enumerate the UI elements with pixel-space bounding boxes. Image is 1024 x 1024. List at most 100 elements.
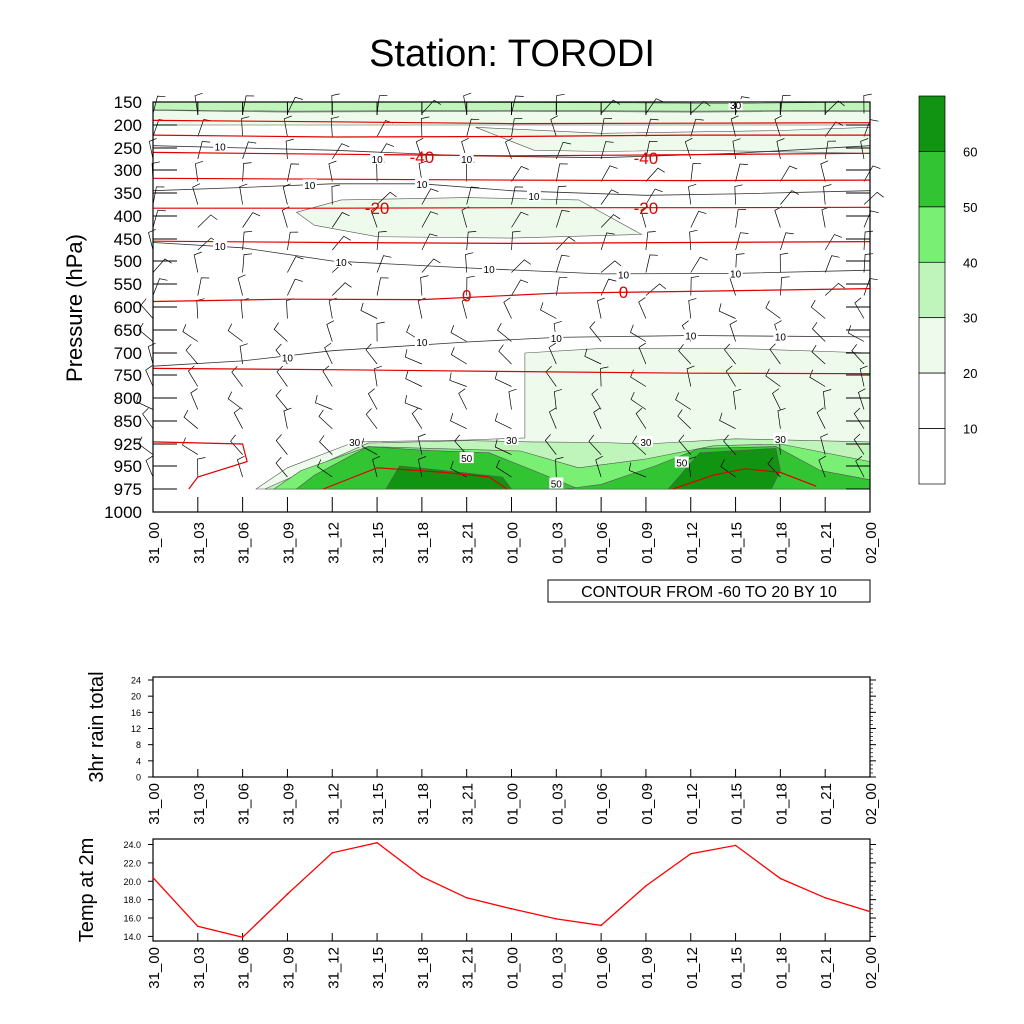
wind-barb — [765, 368, 781, 387]
x-tick-label: 01_03 — [549, 783, 566, 825]
wind-barb — [372, 455, 381, 478]
wind-barb — [690, 210, 707, 228]
contour-label-bg — [414, 336, 429, 347]
wind-barb — [628, 462, 647, 478]
rain-frame — [152, 676, 871, 778]
wind-barb — [824, 234, 842, 251]
wind-barb — [779, 252, 789, 273]
contour-info-text: CONTOUR FROM -60 TO 20 BY 10 — [581, 584, 837, 601]
pressure-tick-label: 400 — [114, 207, 142, 226]
x-tick-label: 01_12 — [684, 783, 701, 825]
wind-barb — [148, 138, 157, 160]
wind-barb — [466, 186, 480, 205]
pressure-tick-label: 975 — [114, 480, 142, 499]
x-tick-label: 31_21 — [460, 947, 477, 989]
wind-barb — [241, 116, 250, 137]
wind-barb — [769, 343, 781, 365]
wind-barb — [630, 391, 647, 410]
x-tick-label: 31_15 — [370, 947, 387, 989]
wind-barb — [548, 407, 557, 429]
pressure-tick-label: 350 — [114, 184, 142, 203]
x-tick-label: 01_15 — [729, 783, 746, 825]
contour-info-box — [547, 579, 871, 603]
humidity-isoline — [152, 145, 871, 159]
x-tick-label: 01_00 — [505, 947, 522, 989]
wind-barb — [138, 322, 154, 342]
colorbar-label: 10 — [963, 422, 977, 437]
contour-label-bg — [773, 432, 788, 444]
wind-barb — [725, 365, 736, 387]
humidity-contour-label: 10 — [618, 270, 630, 281]
contour-label-bg — [504, 434, 519, 445]
temperature-panel: 14.0 16.0 18.0 20.0 22.0 24.0 31_00 31_03 31_06 3… — [76, 838, 880, 989]
wind-barb — [555, 210, 570, 228]
wind-barb — [811, 322, 826, 342]
x-tick-label: 01_06 — [594, 947, 611, 989]
wind-barb — [688, 183, 697, 205]
x-tick-label: 31_12 — [325, 783, 342, 825]
wind-barb — [635, 407, 647, 429]
wind-barb — [690, 275, 700, 296]
wind-barb — [777, 408, 786, 429]
x-tick-label: 02_00 — [863, 947, 880, 989]
wind-barb — [820, 160, 829, 182]
wind-barb — [242, 230, 253, 251]
time-tick-label: 31_12 — [325, 522, 342, 564]
wind-barb — [723, 434, 736, 455]
contour-label-bg — [459, 153, 474, 164]
colorbar-label: 20 — [963, 366, 977, 381]
wind-barb — [600, 260, 622, 273]
wind-barb — [242, 253, 253, 273]
colorbar-box — [918, 372, 946, 429]
contour-label-bg — [213, 240, 228, 251]
wind-barb — [511, 95, 524, 114]
wind-barb — [283, 115, 292, 137]
y-tick-label: 20.0 — [123, 877, 141, 887]
wind-barb — [774, 115, 783, 137]
wind-barb — [638, 297, 647, 319]
wind-barb — [466, 231, 477, 251]
wind-barb — [555, 254, 570, 273]
wind-barb — [847, 325, 865, 342]
wind-barb — [675, 392, 691, 410]
wind-barb — [824, 282, 846, 296]
pressure-tick-label: 500 — [114, 252, 142, 271]
wind-barb — [820, 433, 829, 455]
time-tick-label: 01_03 — [549, 522, 566, 564]
wind-barb — [811, 344, 826, 365]
wind-barb — [286, 298, 295, 319]
x-tick-label: 31_06 — [236, 783, 253, 825]
wind-barb — [718, 303, 736, 319]
wind-barb — [185, 343, 199, 365]
wind-barb — [332, 212, 350, 228]
wind-barb — [494, 413, 512, 430]
wind-barb — [147, 342, 156, 365]
wind-barb — [596, 297, 605, 319]
wind-barb — [677, 409, 692, 429]
contour-label-bg — [334, 255, 349, 267]
wind-barb — [823, 184, 832, 205]
wind-barb — [600, 118, 613, 137]
pressure-tick-label: 950 — [114, 457, 142, 476]
wind-barb — [678, 434, 692, 455]
contour-label-bg — [302, 179, 317, 191]
x-tick-label: 01_12 — [684, 947, 701, 989]
humidity-contour-label: 10 — [372, 155, 384, 166]
wind-barb — [780, 232, 794, 251]
wind-barb — [600, 278, 617, 296]
humidity-contour-label: 10 — [215, 242, 227, 253]
humidity-contour-label: 10 — [461, 155, 473, 166]
y-tick-label: 14.0 — [123, 932, 141, 942]
pressure-tick-label: 600 — [114, 298, 142, 317]
x-tick-label: 31_18 — [415, 783, 432, 825]
wind-barb — [511, 279, 529, 296]
wind-barb — [780, 165, 798, 182]
pressure-tick-label: 650 — [114, 321, 142, 340]
wind-barb — [511, 211, 529, 228]
wind-barb — [555, 141, 571, 160]
wind-barb — [332, 143, 350, 160]
wind-barb — [242, 141, 257, 160]
x-tick-label: 01_21 — [818, 783, 835, 825]
wind-barb — [196, 298, 205, 319]
temperature-point — [465, 897, 468, 899]
